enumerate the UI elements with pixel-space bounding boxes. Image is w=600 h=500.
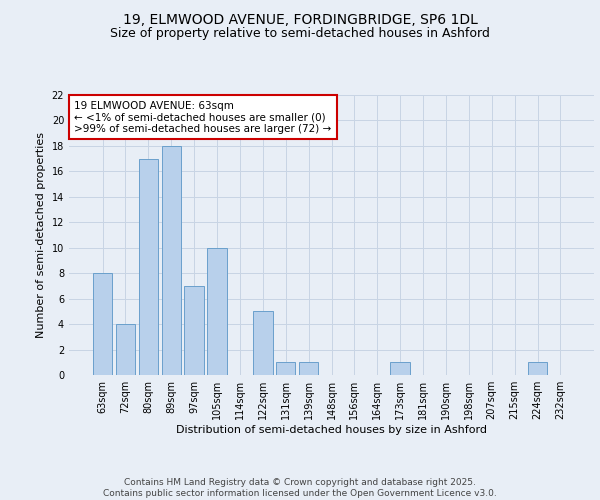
Text: Size of property relative to semi-detached houses in Ashford: Size of property relative to semi-detach… — [110, 28, 490, 40]
Y-axis label: Number of semi-detached properties: Number of semi-detached properties — [36, 132, 46, 338]
Text: 19 ELMWOOD AVENUE: 63sqm
← <1% of semi-detached houses are smaller (0)
>99% of s: 19 ELMWOOD AVENUE: 63sqm ← <1% of semi-d… — [74, 100, 331, 134]
Text: 19, ELMWOOD AVENUE, FORDINGBRIDGE, SP6 1DL: 19, ELMWOOD AVENUE, FORDINGBRIDGE, SP6 1… — [122, 12, 478, 26]
Bar — [528, 362, 547, 375]
Bar — [116, 324, 135, 375]
Bar — [161, 146, 181, 375]
Bar — [253, 312, 272, 375]
Bar — [391, 362, 410, 375]
Text: Contains HM Land Registry data © Crown copyright and database right 2025.
Contai: Contains HM Land Registry data © Crown c… — [103, 478, 497, 498]
Bar — [184, 286, 204, 375]
Bar — [276, 362, 295, 375]
Bar — [139, 158, 158, 375]
Bar — [208, 248, 227, 375]
X-axis label: Distribution of semi-detached houses by size in Ashford: Distribution of semi-detached houses by … — [176, 425, 487, 435]
Bar — [93, 273, 112, 375]
Bar — [299, 362, 319, 375]
